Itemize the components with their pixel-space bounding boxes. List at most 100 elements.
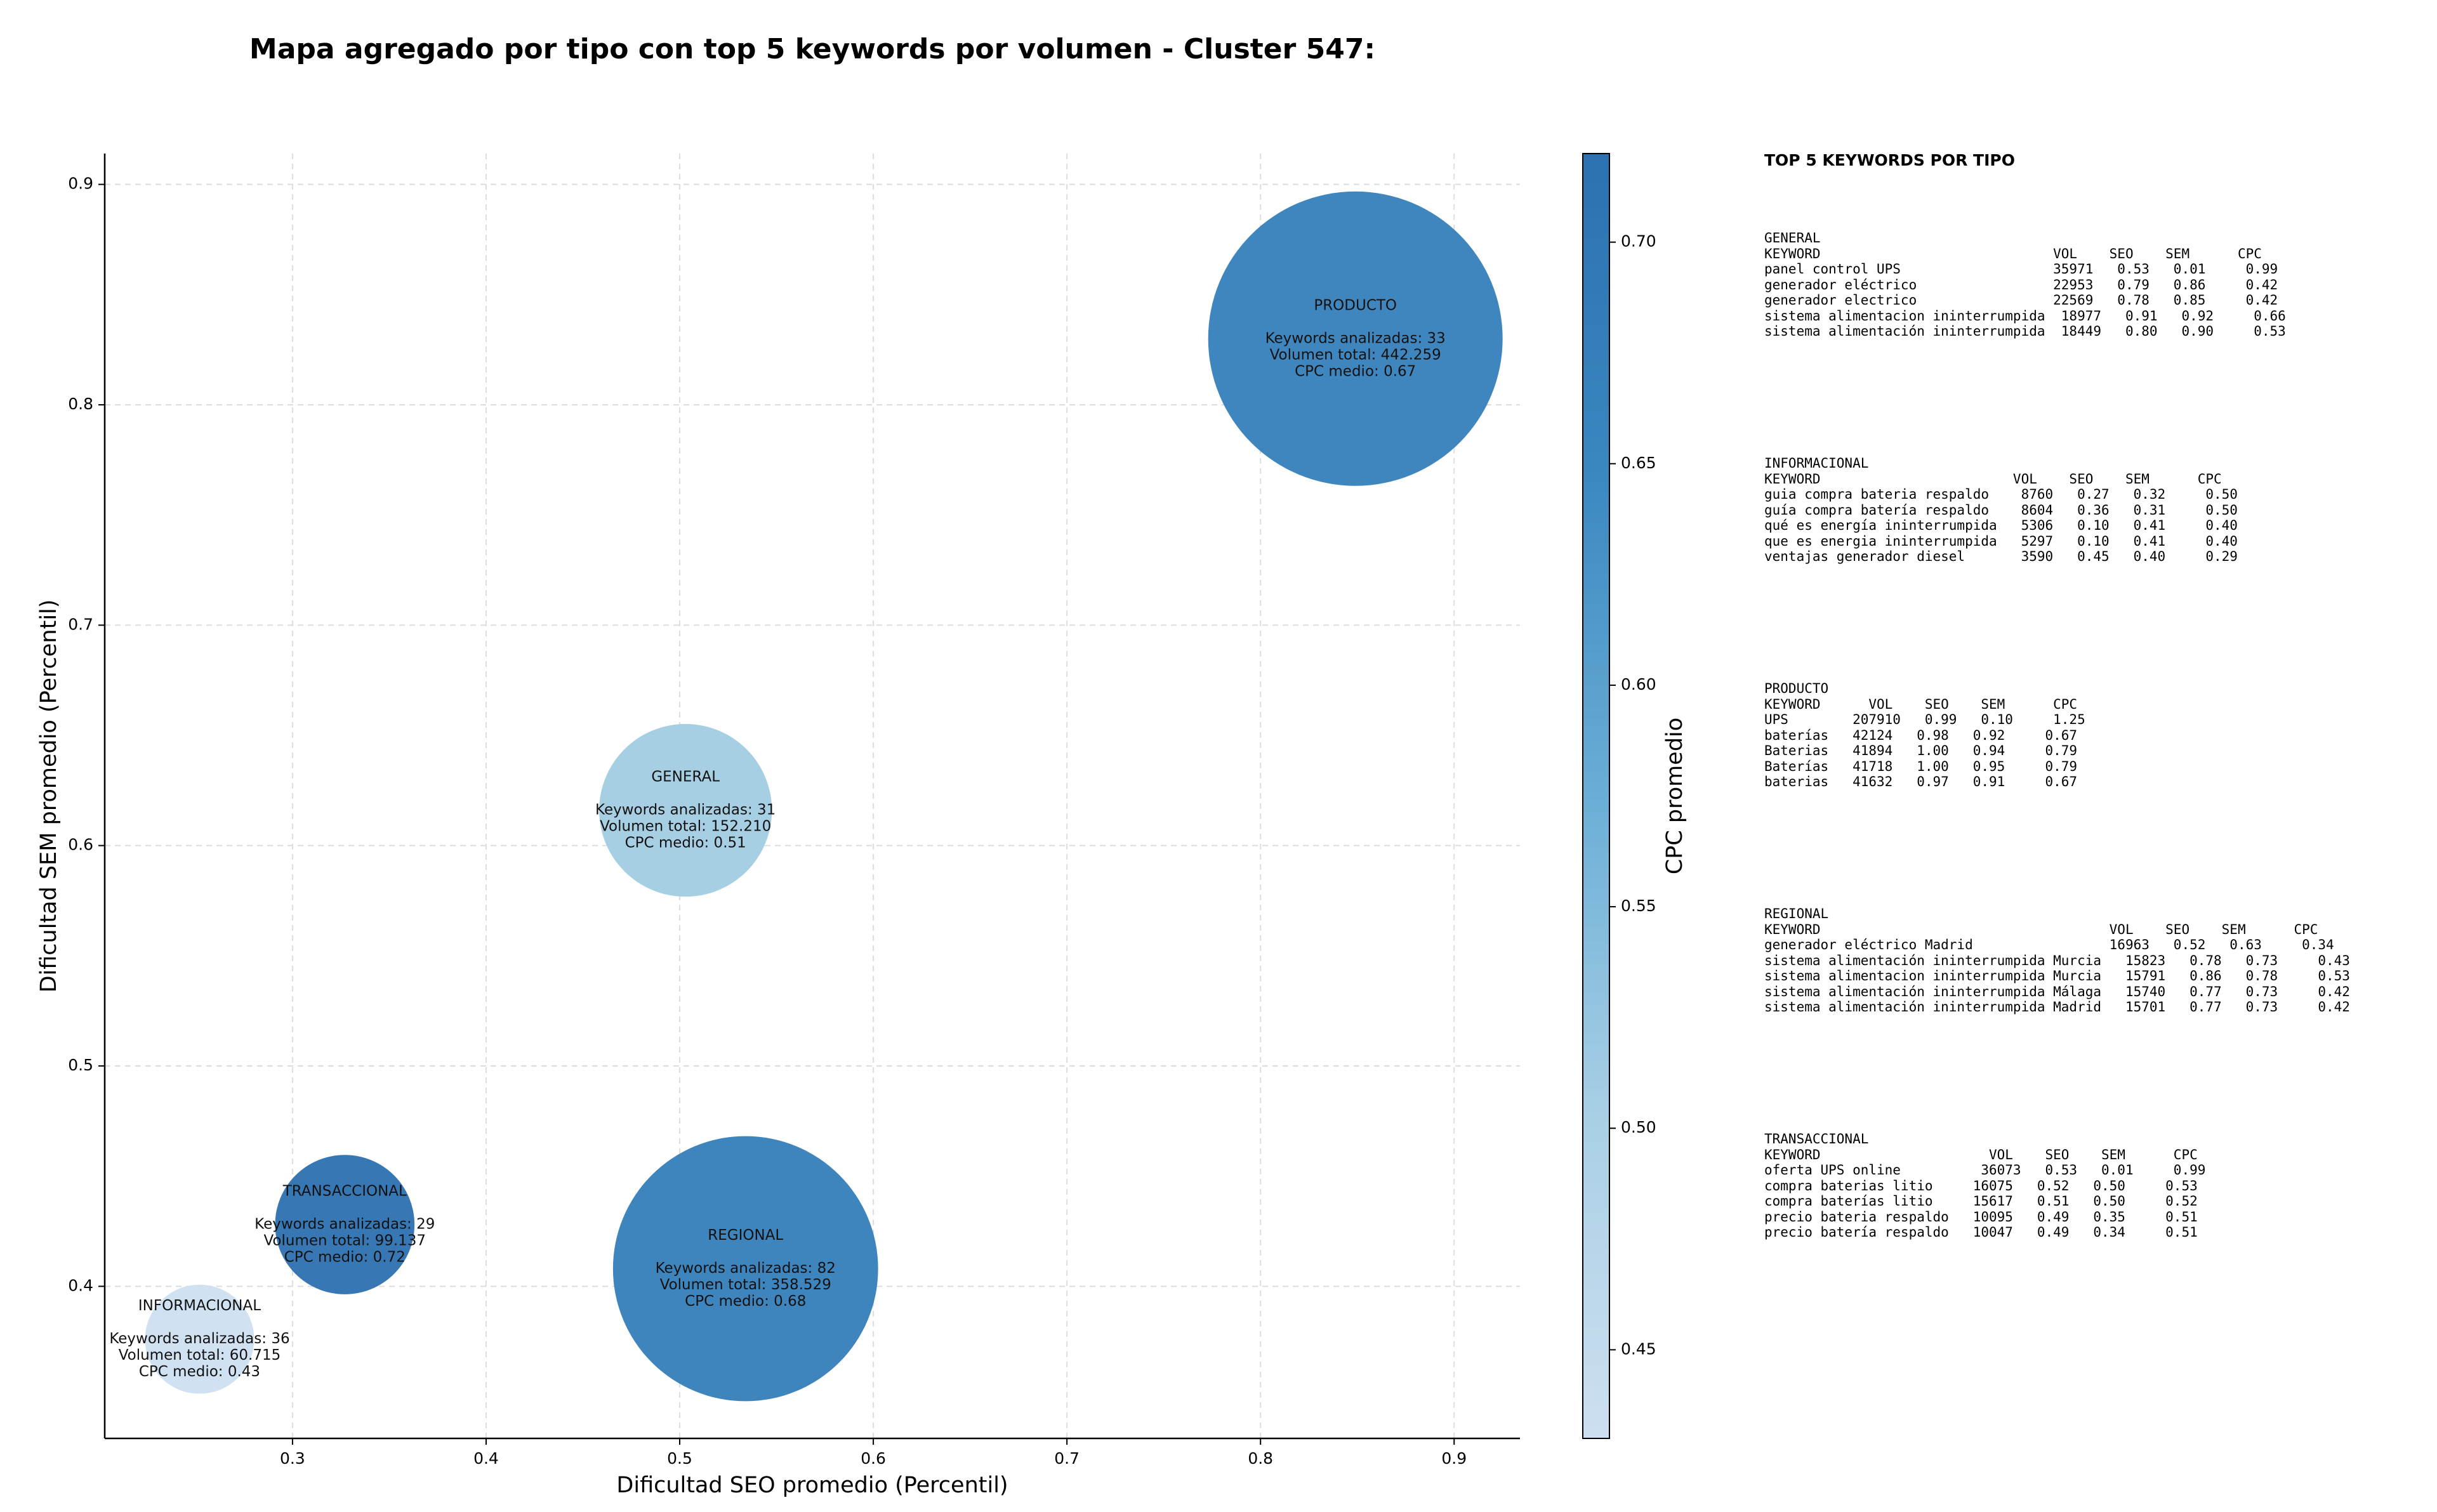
keyword-table-row: generador eléctrico 22953 0.79 0.86 0.42 bbox=[1764, 277, 2278, 293]
colorbar-tick-label: 0.55 bbox=[1621, 897, 1656, 915]
chart-title: Mapa agregado por tipo con top 5 keyword… bbox=[249, 33, 1376, 65]
bubble-keywords-line: Keywords analizadas: 82 bbox=[656, 1260, 836, 1277]
bubble-volume-line: Volumen total: 60.715 bbox=[119, 1347, 281, 1364]
axes: 0.3 0.4 0.5 0.6 0.7 0.8 0.9 0.4 0.5 0.6 0.7 0.8 0.9 D… bbox=[36, 154, 1520, 1498]
bubble-keywords-line: Keywords analizadas: 33 bbox=[1265, 330, 1446, 346]
y-tick-label: 0.8 bbox=[68, 395, 93, 413]
keyword-table-heading: PRODUCTO bbox=[1764, 681, 1829, 696]
keyword-table-header: KEYWORD VOL SEO SEM CPC bbox=[1764, 921, 2318, 937]
keyword-table: GENERAL KEYWORD VOL SEO SEM CPC panel cont… bbox=[1764, 230, 2286, 339]
bubble-keywords-line: Keywords analizadas: 36 bbox=[109, 1331, 289, 1347]
colorbar-tick-label: 0.70 bbox=[1621, 232, 1656, 251]
bubble-volume-line: Volumen total: 358.529 bbox=[660, 1277, 831, 1293]
x-tick-label: 0.9 bbox=[1441, 1449, 1467, 1468]
keyword-table-row: qué es energía ininterrumpida 5306 0.10 … bbox=[1764, 518, 2238, 533]
keyword-table-heading: TRANSACCIONAL bbox=[1764, 1131, 1869, 1147]
x-tick-label: 0.8 bbox=[1248, 1449, 1273, 1468]
bubble-name: INFORMACIONAL bbox=[138, 1298, 261, 1314]
keyword-table-heading: GENERAL bbox=[1764, 230, 1821, 246]
colorbar-tick-label: 0.60 bbox=[1621, 675, 1656, 694]
keyword-table-row: precio batería respaldo 10047 0.49 0.34 … bbox=[1764, 1225, 2198, 1240]
keyword-table-row: sistema alimentación ininterrumpida Madr… bbox=[1764, 999, 2350, 1015]
keyword-table: PRODUCTO KEYWORD VOL SEO SEM CPC UPS 20791… bbox=[1764, 681, 2085, 790]
bubble-name: GENERAL bbox=[651, 769, 720, 786]
bubble-label-transaccional: TRANSACCIONAL Keywords analizadas: 29Volu… bbox=[254, 1183, 435, 1266]
bubble-name: PRODUCTO bbox=[1314, 297, 1397, 313]
bubble-volume-line: Volumen total: 442.259 bbox=[1270, 346, 1441, 363]
y-tick-label: 0.4 bbox=[68, 1276, 93, 1294]
keyword-table-row: panel control UPS 35971 0.53 0.01 0.99 bbox=[1764, 261, 2278, 277]
y-tick-label: 0.7 bbox=[68, 615, 93, 633]
colorbar-gradient bbox=[1582, 153, 1610, 1439]
keyword-table-row: sistema alimentación ininterrumpida 1844… bbox=[1764, 324, 2286, 339]
bubble-volume-line: Volumen total: 152.210 bbox=[600, 818, 771, 835]
colorbar-tick-label: 0.50 bbox=[1621, 1118, 1656, 1136]
keyword-table-row: Baterías 41718 1.00 0.95 0.79 bbox=[1764, 758, 2078, 774]
keyword-table-row: sistema alimentacion ininterrumpida Murc… bbox=[1764, 968, 2350, 983]
bubble-keywords-line: Keywords analizadas: 29 bbox=[254, 1216, 435, 1233]
keyword-table-row: Baterias 41894 1.00 0.94 0.79 bbox=[1764, 743, 2078, 758]
keywords-panel: TOP 5 KEYWORDS POR TIPO GENERAL KEYWORD V… bbox=[1764, 151, 2412, 1240]
keyword-table-row: sistema alimentacion ininterrumpida 1897… bbox=[1764, 308, 2286, 324]
y-axis-label: Dificultad SEM promedio (Percentil) bbox=[36, 600, 62, 993]
keyword-table-row: compra baterías litio 15617 0.51 0.50 0.… bbox=[1764, 1193, 2198, 1209]
bubble-cpc-line: CPC medio: 0.68 bbox=[685, 1293, 806, 1310]
keyword-table-row: guia compra bateria respaldo 8760 0.27 0… bbox=[1764, 487, 2238, 502]
bubble-keywords-line: Keywords analizadas: 31 bbox=[595, 802, 776, 818]
keyword-table-row: compra baterias litio 16075 0.52 0.50 0.… bbox=[1764, 1178, 2198, 1193]
keyword-table-row: generador eléctrico Madrid 16963 0.52 0.… bbox=[1764, 937, 2334, 952]
bubble-regional bbox=[612, 1136, 878, 1402]
keyword-table-row: baterías 42124 0.98 0.92 0.67 bbox=[1764, 727, 2078, 743]
bubble-name: REGIONAL bbox=[708, 1227, 783, 1244]
x-axis-label: Dificultad SEO promedio (Percentil) bbox=[616, 1473, 1008, 1498]
keyword-table-heading: INFORMACIONAL bbox=[1764, 456, 1869, 471]
keyword-table-row: UPS 207910 0.99 0.10 1.25 bbox=[1764, 712, 2085, 727]
x-tick-label: 0.7 bbox=[1054, 1449, 1080, 1468]
x-tick-label: 0.6 bbox=[861, 1449, 886, 1468]
keyword-table-row: guía compra batería respaldo 8604 0.36 0… bbox=[1764, 502, 2238, 518]
keyword-table-row: ventajas generador diesel 3590 0.45 0.40… bbox=[1764, 549, 2238, 564]
keyword-table-row: sistema alimentación ininterrumpida Murc… bbox=[1764, 952, 2350, 968]
keyword-table: INFORMACIONAL KEYWORD VOL SEO SEM CPC guia… bbox=[1764, 456, 2238, 565]
keyword-table-heading: REGIONAL bbox=[1764, 906, 1829, 921]
colorbar-tick-label: 0.45 bbox=[1621, 1339, 1656, 1358]
bubble-name: TRANSACCIONAL bbox=[282, 1183, 407, 1200]
x-tick-label: 0.3 bbox=[280, 1449, 305, 1468]
bubbles bbox=[145, 191, 1503, 1402]
keyword-table-header: KEYWORD VOL SEO SEM CPC bbox=[1764, 1147, 2198, 1162]
bubble-volume-line: Volumen total: 99.137 bbox=[263, 1233, 426, 1249]
keyword-table-header: KEYWORD VOL SEO SEM CPC bbox=[1764, 696, 2078, 712]
keyword-table-header: KEYWORD VOL SEO SEM CPC bbox=[1764, 246, 2262, 261]
bubble-cpc-line: CPC medio: 0.51 bbox=[625, 835, 746, 851]
keyword-table-row: sistema alimentación ininterrumpida Mála… bbox=[1764, 983, 2350, 999]
colorbar-tick-label: 0.65 bbox=[1621, 454, 1656, 472]
y-tick-label: 0.5 bbox=[68, 1056, 93, 1074]
keyword-table-row: generador electrico 22569 0.78 0.85 0.42 bbox=[1764, 293, 2278, 308]
bubble-general bbox=[599, 723, 772, 897]
bubble-cpc-line: CPC medio: 0.43 bbox=[139, 1364, 260, 1380]
x-tick-label: 0.5 bbox=[667, 1449, 692, 1468]
bubble-cpc-line: CPC medio: 0.72 bbox=[284, 1249, 406, 1266]
y-tick-label: 0.6 bbox=[68, 836, 93, 854]
keyword-table: TRANSACCIONAL KEYWORD VOL SEO SEM CPC ofer… bbox=[1764, 1131, 2205, 1240]
keyword-table-row: baterias 41632 0.97 0.91 0.67 bbox=[1764, 774, 2078, 789]
y-tick-label: 0.9 bbox=[68, 174, 93, 193]
keyword-table: REGIONAL KEYWORD VOL SEO SEM CPC generador… bbox=[1764, 906, 2350, 1015]
keyword-table-row: que es energia ininterrumpida 5297 0.10 … bbox=[1764, 533, 2238, 549]
keyword-table-row: oferta UPS online 36073 0.53 0.01 0.99 bbox=[1764, 1162, 2206, 1178]
bubble-producto bbox=[1208, 191, 1503, 486]
colorbar: 0.45 0.50 0.55 0.60 0.65 0.70 CPC promedio bbox=[1582, 153, 1687, 1439]
panel-title: TOP 5 KEYWORDS POR TIPO bbox=[1764, 151, 2015, 169]
keyword-table-header: KEYWORD VOL SEO SEM CPC bbox=[1764, 471, 2222, 487]
bubble-cpc-line: CPC medio: 0.67 bbox=[1295, 363, 1416, 379]
x-tick-label: 0.4 bbox=[473, 1449, 499, 1468]
keyword-table-row: precio bateria respaldo 10095 0.49 0.35 … bbox=[1764, 1209, 2198, 1225]
bubble-informacional bbox=[145, 1284, 254, 1394]
colorbar-label: CPC promedio bbox=[1662, 718, 1687, 874]
bubble-transaccional bbox=[275, 1155, 415, 1294]
